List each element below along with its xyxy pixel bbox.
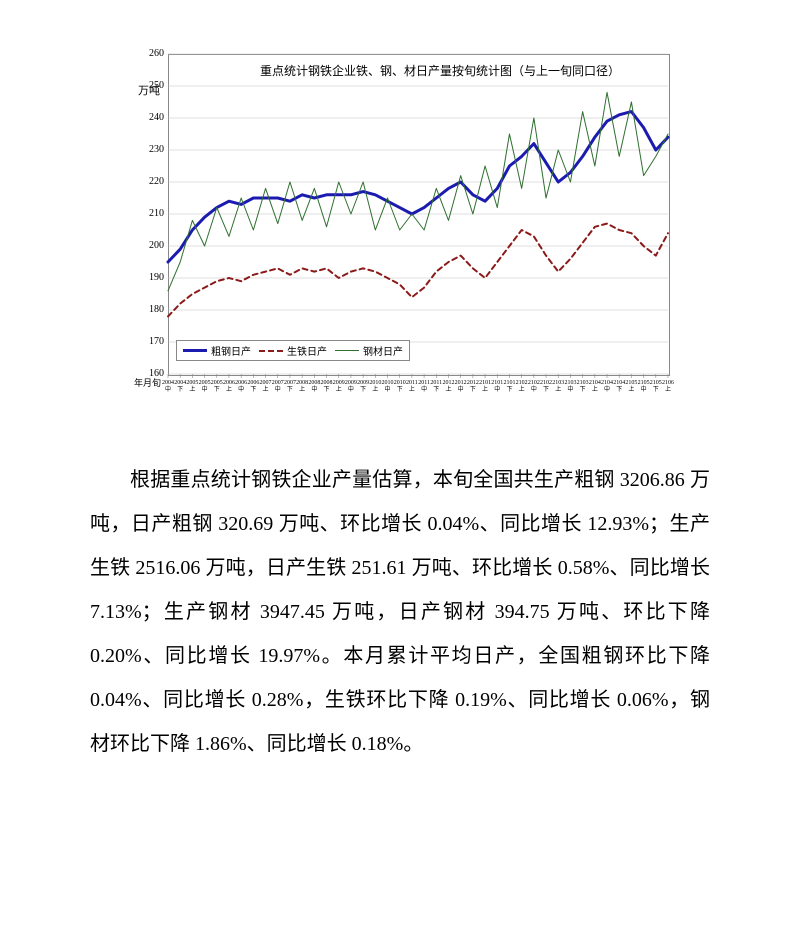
x-tick-label: 2104下 [613, 380, 625, 393]
x-tick-label: 2104中 [601, 380, 613, 393]
x-tick-label: 2102上 [516, 380, 528, 393]
x-tick-label: 2104上 [589, 380, 601, 393]
x-tick-label: 2005上 [186, 380, 198, 393]
x-tick-label: 2103上 [552, 380, 564, 393]
y-tick-label: 230 [136, 144, 164, 155]
x-tick-label: 2101中 [491, 380, 503, 393]
x-tick-label: 2011下 [430, 380, 442, 393]
document-page: 重点统计钢铁企业铁、钢、材日产量按旬统计图（与上一旬同口径） 万吨 年月旬 16… [0, 0, 800, 943]
legend-item-crude-steel: 粗钢日产 [183, 343, 251, 358]
y-tick-label: 180 [136, 304, 164, 315]
legend-label: 生铁日产 [287, 343, 327, 358]
legend-swatch [335, 350, 359, 351]
y-tick-label: 170 [136, 336, 164, 347]
x-tick-label: 2106上 [662, 380, 674, 393]
x-tick-label: 2010中 [382, 380, 394, 393]
legend-label: 钢材日产 [363, 343, 403, 358]
legend-swatch [259, 350, 283, 352]
x-tick-label: 2011中 [418, 380, 430, 393]
x-tick-label: 2102下 [540, 380, 552, 393]
x-tick-label: 2009下 [357, 380, 369, 393]
chart-svg [120, 40, 680, 430]
y-tick-label: 160 [136, 368, 164, 379]
x-tick-label: 2012下 [467, 380, 479, 393]
x-tick-label: 2012上 [442, 380, 454, 393]
x-tick-label: 2008上 [296, 380, 308, 393]
x-tick-label: 2103中 [564, 380, 576, 393]
y-tick-label: 260 [136, 48, 164, 59]
y-tick-label: 240 [136, 112, 164, 123]
x-tick-label: 2004中 [162, 380, 174, 393]
legend-item-steel-product: 钢材日产 [335, 343, 403, 358]
legend-swatch [183, 349, 207, 352]
y-tick-label: 220 [136, 176, 164, 187]
x-tick-label: 2011上 [406, 380, 418, 393]
x-tick-label: 2008中 [308, 380, 320, 393]
y-tick-label: 210 [136, 208, 164, 219]
x-tick-label: 2010下 [394, 380, 406, 393]
x-tick-label: 2007上 [260, 380, 272, 393]
legend-item-pig-iron: 生铁日产 [259, 343, 327, 358]
x-tick-label: 2102中 [528, 380, 540, 393]
body-paragraph: 根据重点统计钢铁企业产量估算，本旬全国共生产粗钢 3206.86 万吨，日产粗钢… [90, 458, 710, 766]
x-tick-label: 2007中 [272, 380, 284, 393]
paragraph-text: 根据重点统计钢铁企业产量估算，本旬全国共生产粗钢 3206.86 万吨，日产粗钢… [90, 458, 710, 766]
legend-label: 粗钢日产 [211, 343, 251, 358]
x-tick-label: 2005下 [211, 380, 223, 393]
x-tick-label: 2105下 [650, 380, 662, 393]
x-tick-label: 2105上 [625, 380, 637, 393]
x-tick-label: 2012中 [455, 380, 467, 393]
x-tick-label: 2007下 [284, 380, 296, 393]
y-tick-label: 250 [136, 80, 164, 91]
x-tick-label: 2006中 [235, 380, 247, 393]
x-tick-label: 2009上 [333, 380, 345, 393]
x-tick-label: 2006下 [247, 380, 259, 393]
x-tick-label: 2101下 [503, 380, 515, 393]
y-tick-label: 190 [136, 272, 164, 283]
x-tick-label: 2010上 [369, 380, 381, 393]
x-tick-label: 2004下 [174, 380, 186, 393]
x-tick-label: 2008下 [321, 380, 333, 393]
production-chart: 重点统计钢铁企业铁、钢、材日产量按旬统计图（与上一旬同口径） 万吨 年月旬 16… [120, 40, 680, 430]
y-tick-label: 200 [136, 240, 164, 251]
chart-legend: 粗钢日产 生铁日产 钢材日产 [176, 340, 410, 361]
x-tick-label: 2101上 [479, 380, 491, 393]
x-tick-label: 2105中 [638, 380, 650, 393]
x-tick-label: 2009中 [345, 380, 357, 393]
x-tick-label: 2005中 [199, 380, 211, 393]
x-tick-label: 2006上 [223, 380, 235, 393]
x-tick-label: 2103下 [577, 380, 589, 393]
